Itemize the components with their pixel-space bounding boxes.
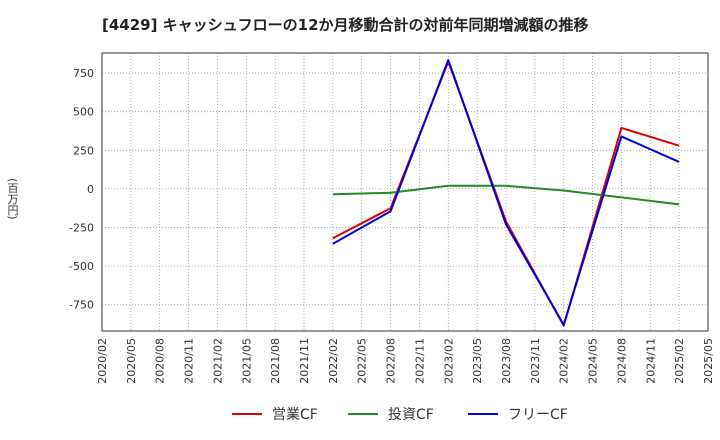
x-tick-label: 2022/05 <box>356 338 369 384</box>
y-tick-label: 250 <box>73 144 94 157</box>
x-tick-label: 2023/08 <box>500 338 513 384</box>
x-tick-label: 2022/08 <box>385 338 398 384</box>
x-tick-label: 2023/05 <box>471 338 484 384</box>
x-tick-label: 2023/11 <box>529 338 542 384</box>
x-tick-label: 2024/08 <box>615 338 628 384</box>
x-tick-label: 2021/11 <box>298 338 311 384</box>
x-tick-label: 2021/05 <box>240 338 253 384</box>
y-tick-label: -500 <box>69 260 94 273</box>
series-line <box>332 184 680 206</box>
x-tick-label: 2024/05 <box>587 338 600 384</box>
x-tick-label: 2020/02 <box>96 338 109 384</box>
y-tick-label: 0 <box>87 183 94 196</box>
legend-label: フリーCF <box>508 407 568 423</box>
y-axis-unit-label: (百万円) <box>6 178 19 220</box>
y-tick-label: 750 <box>73 67 94 80</box>
chart-title: [4429] キャッシュフローの12か月移動合計の対前年同期増減額の推移 <box>102 16 589 34</box>
x-tick-label: 2021/02 <box>211 338 224 384</box>
x-tick-label: 2022/02 <box>327 338 340 384</box>
legend: 営業CF 投資CF フリーCF <box>232 407 568 423</box>
series-line <box>332 59 680 326</box>
x-tick-label: 2020/08 <box>154 338 167 384</box>
x-tick-label: 2021/08 <box>269 338 282 384</box>
legend-label: 投資CF <box>388 407 434 423</box>
series-line <box>332 60 680 327</box>
x-tick-label: 2022/11 <box>413 338 426 384</box>
x-tick-label: 2023/02 <box>442 338 455 384</box>
legend-label: 営業CF <box>272 407 318 423</box>
y-tick-label: -750 <box>69 299 94 312</box>
x-axis-ticks: 2020/02 2020/05 2020/08 2020/11 2021/02 2021/… <box>96 338 715 384</box>
y-tick-label: 500 <box>73 106 94 119</box>
series-layer <box>332 59 680 327</box>
x-tick-label: 2024/11 <box>644 338 657 384</box>
x-tick-label: 2020/05 <box>125 338 138 384</box>
x-tick-label: 2025/05 <box>702 338 715 384</box>
plot-border <box>101 52 709 332</box>
y-tick-label: -250 <box>69 222 94 235</box>
x-tick-label: 2024/02 <box>558 338 571 384</box>
x-tick-label: 2025/02 <box>673 338 686 384</box>
y-axis-ticks: 750 500 250 0 -250 -500 -750 <box>69 67 94 312</box>
x-tick-label: 2020/11 <box>183 338 196 384</box>
